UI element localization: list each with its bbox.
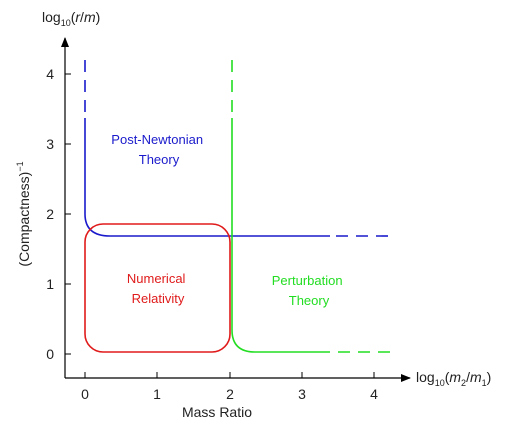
y-tick-label: 4 — [46, 66, 54, 82]
x-tick-label: 0 — [81, 386, 89, 402]
x-den-var: m — [470, 369, 482, 385]
x-rparen: ) — [487, 369, 492, 385]
x-axis-title: Mass Ratio — [182, 404, 252, 420]
y-rparen: ) — [96, 9, 101, 25]
post-newtonian-boundary — [84, 60, 390, 237]
x-lparen: ( — [445, 369, 450, 385]
x-axis-log-label: log10(m2/m1) — [416, 369, 491, 388]
x-tick-label: 4 — [370, 386, 378, 402]
x-log-prefix: log — [416, 369, 435, 385]
y-tick-label: 3 — [46, 136, 54, 152]
perturbation-boundary — [231, 60, 390, 353]
pt-solid-curve — [231, 118, 330, 353]
y-var: r — [75, 9, 81, 25]
y-title-exp: −1 — [15, 161, 25, 171]
x-slash: / — [466, 369, 470, 385]
y-den-var: m — [84, 9, 96, 25]
y-ticks: 0 1 2 3 4 — [46, 66, 71, 362]
x-tick-label: 1 — [153, 386, 161, 402]
perturbation-theory-label: Perturbation Theory — [272, 273, 346, 308]
x-ticks: 0 1 2 3 4 — [81, 372, 378, 402]
y-log-base: 10 — [61, 18, 71, 28]
numerical-relativity-box — [84, 223, 231, 353]
y-axis-title: (Compactness)−1 — [15, 161, 32, 266]
x-tick-label: 3 — [298, 386, 306, 402]
y-axis-log-label: log10(r/m) — [42, 9, 100, 28]
y-title-text: (Compactness) — [16, 172, 32, 267]
x-num-var: m — [449, 369, 461, 385]
pn-solid-curve — [84, 118, 330, 237]
x-tick-label: 2 — [226, 386, 234, 402]
numerical-relativity-label: Numerical Relativity — [127, 271, 189, 306]
y-lparen: ( — [71, 9, 76, 25]
x-log-base: 10 — [435, 378, 445, 388]
x-num-sub: 2 — [461, 378, 466, 388]
y-tick-label: 1 — [46, 276, 54, 292]
y-log-prefix: log — [42, 9, 61, 25]
post-newtonian-label: Post-Newtonian Theory — [111, 132, 206, 167]
x-den-sub: 1 — [482, 378, 487, 388]
y-tick-label: 2 — [46, 206, 54, 222]
y-slash: / — [80, 9, 84, 25]
y-tick-label: 0 — [46, 346, 54, 362]
